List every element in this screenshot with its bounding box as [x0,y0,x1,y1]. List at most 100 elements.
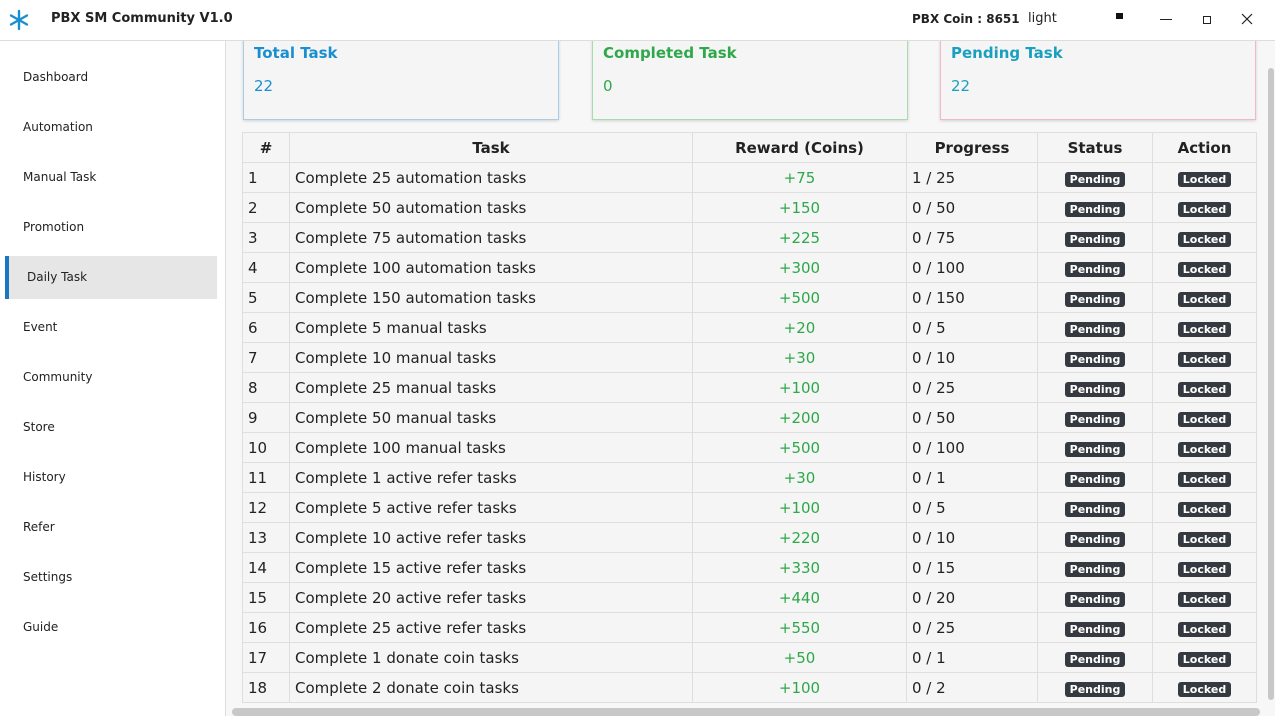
progress: 1 / 25 [906,162,1038,193]
task-name: Complete 50 manual tasks [289,402,693,433]
reward: +50 [692,642,907,673]
badge-cell: Pending [1037,162,1153,193]
badge-cell: Locked [1152,222,1257,253]
vertical-scrollbar[interactable] [1268,68,1274,700]
task-name: Complete 2 donate coin tasks [289,672,693,703]
nav-item[interactable]: Community [23,370,93,384]
action-badge[interactable]: Locked [1177,471,1232,487]
status-badge: Pending [1064,531,1126,547]
task-name: Complete 25 automation tasks [289,162,693,193]
badge-cell: Locked [1152,402,1257,433]
task-name: Complete 20 active refer tasks [289,582,693,613]
nav-item[interactable]: Manual Task [23,170,97,184]
badge-cell: Locked [1152,612,1257,643]
table-row: 11 Complete 1 active refer tasks +30 0 / 1 P… [242,462,1257,493]
task-name: Complete 50 automation tasks [289,192,693,223]
nav-item[interactable]: Store [23,420,55,434]
action-badge[interactable]: Locked [1177,381,1232,397]
table-row: 18 Complete 2 donate coin tasks +100 0 / 2 P… [242,672,1257,703]
column-header: Status [1037,132,1153,163]
action-badge[interactable]: Locked [1177,201,1232,217]
action-badge[interactable]: Locked [1177,501,1232,517]
action-badge[interactable]: Locked [1177,291,1232,307]
nav-item[interactable]: Refer [23,520,55,534]
action-badge[interactable]: Locked [1177,651,1232,667]
card-label: Total Task [254,44,338,62]
reward: +500 [692,432,907,463]
status-badge: Pending [1064,441,1126,457]
summary-card: Pending Task 22 [940,41,1256,120]
task-name: Complete 25 active refer tasks [289,612,693,643]
action-badge[interactable]: Locked [1177,561,1232,577]
maximize-button[interactable] [1203,16,1211,24]
action-badge[interactable]: Locked [1177,411,1232,427]
row-number: 6 [242,312,290,343]
badge-cell: Pending [1037,282,1153,313]
table-row: 10 Complete 100 manual tasks +500 0 / 100 Pe… [242,432,1257,463]
task-name: Complete 10 active refer tasks [289,522,693,553]
badge-cell: Locked [1152,492,1257,523]
row-number: 5 [242,282,290,313]
action-badge[interactable]: Locked [1177,531,1232,547]
card-value: 22 [254,77,274,95]
status-badge: Pending [1064,411,1126,427]
reward: +100 [692,492,907,523]
action-badge[interactable]: Locked [1177,681,1232,697]
action-badge[interactable]: Locked [1177,441,1232,457]
badge-cell: Pending [1037,582,1153,613]
summary-card: Total Task 22 [243,41,559,120]
action-badge[interactable]: Locked [1177,591,1232,607]
status-badge: Pending [1064,651,1126,667]
summary-card: Completed Task 0 [592,41,908,120]
icon[interactable] [1116,13,1123,19]
table-row: 13 Complete 10 active refer tasks +220 0 / … [242,522,1257,553]
row-number: 14 [242,552,290,583]
badge-cell: Pending [1037,462,1153,493]
progress: 0 / 5 [906,312,1038,343]
table-row: 5 Complete 150 automation tasks +500 0 / 15… [242,282,1257,313]
table-row: 9 Complete 50 manual tasks +200 0 / 50 Pendi… [242,402,1257,433]
theme-toggle[interactable]: light [1028,11,1057,26]
table-head: # Task Reward (Coins) Progress Status Action [242,132,1257,163]
action-badge[interactable]: Locked [1177,231,1232,247]
action-badge[interactable]: Locked [1177,171,1232,187]
table-row: 3 Complete 75 automation tasks +225 0 / 75 P… [242,222,1257,253]
progress: 0 / 2 [906,672,1038,703]
horizontal-scrollbar[interactable] [232,708,1260,716]
nav-item[interactable]: Event [23,320,58,334]
badge-cell: Pending [1037,222,1153,253]
progress: 0 / 50 [906,402,1038,433]
row-number: 8 [242,372,290,403]
progress: 0 / 5 [906,492,1038,523]
badge-cell: Locked [1152,432,1257,463]
reward: +330 [692,552,907,583]
status-badge: Pending [1064,381,1126,397]
close-button[interactable] [1241,13,1253,25]
nav-item[interactable]: History [23,470,66,484]
badge-cell: Pending [1037,672,1153,703]
badge-cell: Pending [1037,432,1153,463]
action-badge[interactable]: Locked [1177,621,1232,637]
badge-cell: Pending [1037,492,1153,523]
nav-item[interactable]: Settings [23,570,73,584]
nav-item[interactable]: Guide [23,620,59,634]
action-badge[interactable]: Locked [1177,351,1232,367]
reward: +100 [692,372,907,403]
nav-item[interactable]: Automation [23,120,93,134]
action-badge[interactable]: Locked [1177,261,1232,277]
progress: 0 / 15 [906,552,1038,583]
header-row: # Task Reward (Coins) Progress Status Action [242,132,1257,163]
progress: 0 / 10 [906,522,1038,553]
action-badge[interactable]: Locked [1177,321,1232,337]
nav-item[interactable]: Daily Task [5,256,217,299]
progress: 0 / 10 [906,342,1038,373]
nav-item[interactable]: Promotion [23,220,85,234]
progress: 0 / 25 [906,612,1038,643]
badge-cell: Locked [1152,372,1257,403]
badge-cell: Locked [1152,672,1257,703]
status-badge: Pending [1064,201,1126,217]
badge-cell: Locked [1152,252,1257,283]
table-row: 16 Complete 25 active refer tasks +550 0 / … [242,612,1257,643]
minimize-button[interactable] [1160,19,1172,20]
nav-item[interactable]: Dashboard [23,70,89,84]
